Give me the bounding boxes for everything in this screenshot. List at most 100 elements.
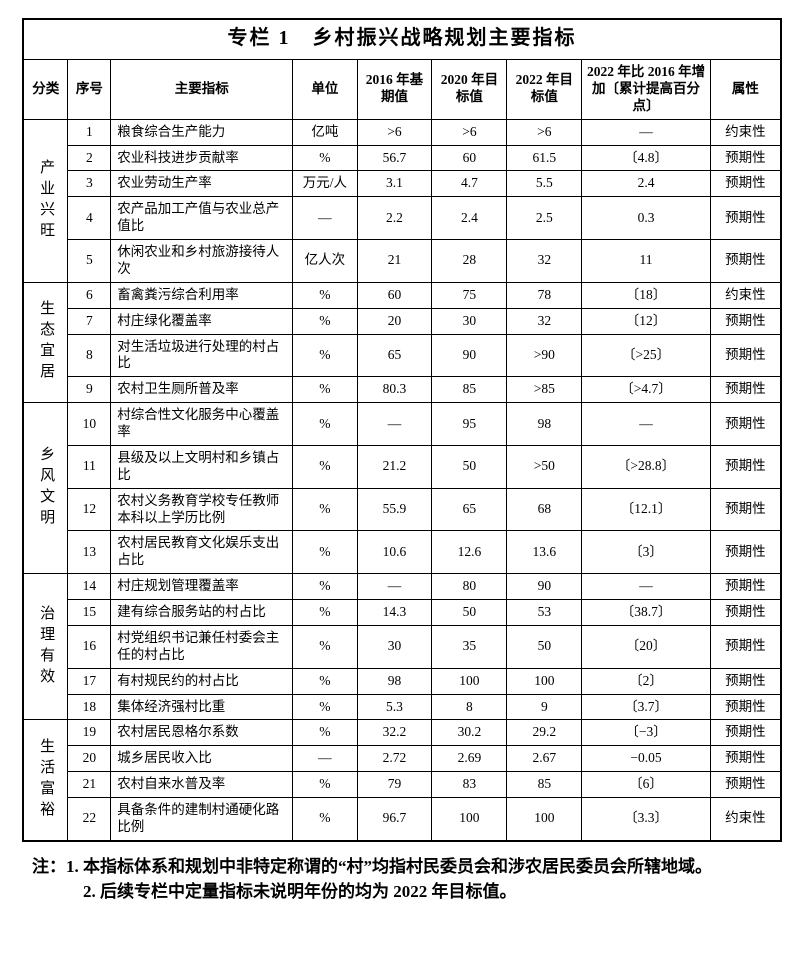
table-body: 产业兴旺1粮食综合生产能力亿吨>6>6>6—约束性2农业科技进步贡献率%56.7… xyxy=(23,119,781,841)
indicator-cell: 村党组织书记兼任村委会主任的村占比 xyxy=(111,625,293,668)
indicator-cell: 农产品加工产值与农业总产值比 xyxy=(111,197,293,240)
increase-cell: −0.05 xyxy=(582,746,710,772)
increase-cell: 〔3.7〕 xyxy=(582,694,710,720)
seq-cell: 8 xyxy=(68,334,111,377)
seq-cell: 13 xyxy=(68,531,111,574)
indicator-cell: 村庄规划管理覆盖率 xyxy=(111,574,293,600)
attr-cell: 预期性 xyxy=(710,772,781,798)
increase-cell: 2.4 xyxy=(582,171,710,197)
y2020-cell: >6 xyxy=(432,119,507,145)
y2016-cell: >6 xyxy=(357,119,432,145)
y2022-cell: 100 xyxy=(507,798,582,841)
indicator-cell: 集体经济强村比重 xyxy=(111,694,293,720)
unit-cell: % xyxy=(293,574,357,600)
unit-cell: % xyxy=(293,308,357,334)
col-category: 分类 xyxy=(23,60,68,120)
attr-cell: 预期性 xyxy=(710,531,781,574)
attr-cell: 预期性 xyxy=(710,334,781,377)
table-notes: 注： 1. 本指标体系和规划中非特定称谓的“村”均指村民委员会和涉农居民委员会所… xyxy=(22,854,782,905)
y2016-cell: 65 xyxy=(357,334,432,377)
increase-cell: 0.3 xyxy=(582,197,710,240)
col-2016: 2016 年基期值 xyxy=(357,60,432,120)
table-row: 20城乡居民收入比—2.722.692.67−0.05预期性 xyxy=(23,746,781,772)
y2022-cell: 13.6 xyxy=(507,531,582,574)
seq-cell: 16 xyxy=(68,625,111,668)
unit-cell: % xyxy=(293,334,357,377)
table-row: 12农村义务教育学校专任教师本科以上学历比例%55.96568〔12.1〕预期性 xyxy=(23,488,781,531)
increase-cell: — xyxy=(582,574,710,600)
y2016-cell: 2.72 xyxy=(357,746,432,772)
header-row: 分类 序号 主要指标 单位 2016 年基期值 2020 年目标值 2022 年… xyxy=(23,60,781,120)
seq-cell: 22 xyxy=(68,798,111,841)
y2022-cell: 61.5 xyxy=(507,145,582,171)
table-row: 产业兴旺1粮食综合生产能力亿吨>6>6>6—约束性 xyxy=(23,119,781,145)
attr-cell: 预期性 xyxy=(710,377,781,403)
increase-cell: 〔12.1〕 xyxy=(582,488,710,531)
y2016-cell: 60 xyxy=(357,282,432,308)
attr-cell: 预期性 xyxy=(710,240,781,283)
unit-cell: % xyxy=(293,798,357,841)
increase-cell: — xyxy=(582,403,710,446)
unit-cell: % xyxy=(293,531,357,574)
y2016-cell: 55.9 xyxy=(357,488,432,531)
y2022-cell: 100 xyxy=(507,668,582,694)
seq-cell: 1 xyxy=(68,119,111,145)
col-attr: 属性 xyxy=(710,60,781,120)
y2022-cell: 32 xyxy=(507,240,582,283)
y2016-cell: 30 xyxy=(357,625,432,668)
table-row: 乡风文明10村综合性文化服务中心覆盖率%—9598—预期性 xyxy=(23,403,781,446)
attr-cell: 预期性 xyxy=(710,308,781,334)
seq-cell: 15 xyxy=(68,600,111,626)
increase-cell: 〔>25〕 xyxy=(582,334,710,377)
table-row: 5休闲农业和乡村旅游接待人次亿人次21283211预期性 xyxy=(23,240,781,283)
y2016-cell: — xyxy=(357,574,432,600)
y2016-cell: 98 xyxy=(357,668,432,694)
y2020-cell: 4.7 xyxy=(432,171,507,197)
y2022-cell: 32 xyxy=(507,308,582,334)
indicator-cell: 农村居民恩格尔系数 xyxy=(111,720,293,746)
increase-cell: 〔3〕 xyxy=(582,531,710,574)
increase-cell: 〔12〕 xyxy=(582,308,710,334)
table-row: 15建有综合服务站的村占比%14.35053〔38.7〕预期性 xyxy=(23,600,781,626)
attr-cell: 预期性 xyxy=(710,625,781,668)
unit-cell: 亿吨 xyxy=(293,119,357,145)
increase-cell: 〔20〕 xyxy=(582,625,710,668)
unit-cell: % xyxy=(293,488,357,531)
category-cell: 生态宜居 xyxy=(23,282,68,402)
seq-cell: 10 xyxy=(68,403,111,446)
indicator-cell: 村综合性文化服务中心覆盖率 xyxy=(111,403,293,446)
indicator-cell: 农村卫生厕所普及率 xyxy=(111,377,293,403)
seq-cell: 21 xyxy=(68,772,111,798)
table-row: 治理有效14村庄规划管理覆盖率%—8090—预期性 xyxy=(23,574,781,600)
y2022-cell: 2.5 xyxy=(507,197,582,240)
notes-prefix: 注： xyxy=(32,854,66,880)
y2020-cell: 60 xyxy=(432,145,507,171)
y2016-cell: 80.3 xyxy=(357,377,432,403)
category-cell: 产业兴旺 xyxy=(23,119,68,282)
y2016-cell: 32.2 xyxy=(357,720,432,746)
increase-cell: — xyxy=(582,119,710,145)
y2016-cell: — xyxy=(357,403,432,446)
unit-cell: 万元/人 xyxy=(293,171,357,197)
indicator-cell: 农村义务教育学校专任教师本科以上学历比例 xyxy=(111,488,293,531)
y2022-cell: 2.67 xyxy=(507,746,582,772)
seq-cell: 9 xyxy=(68,377,111,403)
table-row: 13农村居民教育文化娱乐支出占比%10.612.613.6〔3〕预期性 xyxy=(23,531,781,574)
unit-cell: % xyxy=(293,772,357,798)
y2016-cell: 56.7 xyxy=(357,145,432,171)
increase-cell: 〔38.7〕 xyxy=(582,600,710,626)
seq-cell: 5 xyxy=(68,240,111,283)
unit-cell: % xyxy=(293,694,357,720)
y2022-cell: 68 xyxy=(507,488,582,531)
y2022-cell: 78 xyxy=(507,282,582,308)
table-row: 18集体经济强村比重%5.389〔3.7〕预期性 xyxy=(23,694,781,720)
indicator-cell: 城乡居民收入比 xyxy=(111,746,293,772)
attr-cell: 预期性 xyxy=(710,720,781,746)
y2022-cell: >85 xyxy=(507,377,582,403)
seq-cell: 20 xyxy=(68,746,111,772)
unit-cell: — xyxy=(293,197,357,240)
indicator-cell: 建有综合服务站的村占比 xyxy=(111,600,293,626)
attr-cell: 预期性 xyxy=(710,694,781,720)
seq-cell: 7 xyxy=(68,308,111,334)
increase-cell: 〔>28.8〕 xyxy=(582,445,710,488)
